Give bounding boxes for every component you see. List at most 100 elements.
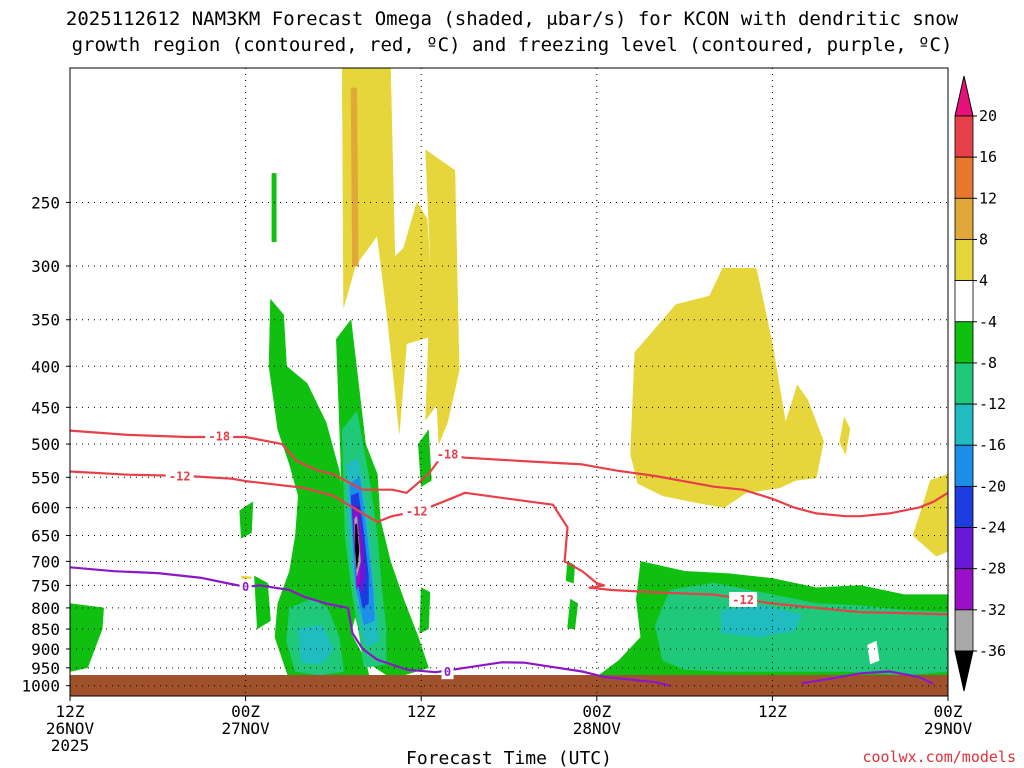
credit-text: coolwx.com/models bbox=[862, 748, 1016, 766]
colorbar-bin bbox=[954, 362, 974, 405]
y-tick-label: 650 bbox=[31, 527, 60, 546]
colorbar-label: 4 bbox=[979, 272, 988, 290]
colorbar-bin bbox=[954, 280, 974, 323]
chart-title-line1: 2025112612 NAM3KM Forecast Omega (shaded… bbox=[66, 8, 959, 30]
colorbar-bin bbox=[954, 403, 974, 446]
omega-region-2 bbox=[630, 268, 824, 508]
colorbar-bin bbox=[954, 444, 974, 487]
colorbar-bottom-arrow bbox=[954, 650, 974, 692]
omega-region-4 bbox=[912, 473, 948, 557]
contour-label-bg bbox=[441, 664, 454, 680]
omega-region-30 bbox=[867, 640, 880, 665]
freezing-level-line bbox=[70, 566, 671, 687]
y-tick-label: 500 bbox=[31, 435, 60, 454]
colorbar-top-arrow bbox=[954, 75, 974, 117]
omega-shading-layer bbox=[70, 68, 948, 686]
omega-region-12 bbox=[567, 598, 579, 630]
y-tick-label: 900 bbox=[31, 640, 60, 659]
y-tick-label: 300 bbox=[31, 257, 60, 276]
colorbar-label: -32 bbox=[979, 601, 1006, 619]
contour-label: 0 bbox=[444, 665, 451, 679]
colorbar-label: 20 bbox=[979, 107, 997, 125]
colorbar-label: -12 bbox=[979, 395, 1006, 413]
colorbar-bin bbox=[954, 609, 974, 652]
colorbar-label: -20 bbox=[979, 477, 1006, 495]
x-tick-label: 12Z bbox=[407, 702, 436, 721]
colorbar-label: 8 bbox=[979, 230, 988, 248]
omega-region-16 bbox=[271, 173, 277, 243]
omega-region-23 bbox=[720, 605, 803, 638]
colorbar-bin bbox=[954, 321, 974, 364]
x-tick-label: 26NOV bbox=[46, 719, 95, 738]
contour-label: -12 bbox=[169, 470, 191, 484]
freezing-level-east-line bbox=[801, 670, 934, 685]
plot-frame bbox=[69, 67, 949, 697]
y-tick-label: 1000 bbox=[21, 677, 60, 696]
omega-region-9 bbox=[70, 603, 104, 672]
y-tick-label: 250 bbox=[31, 193, 60, 212]
colorbar-label: 12 bbox=[979, 189, 997, 207]
colorbar: 20 16 12 8 4 -4 -8 -12 -16 -20 -24 -28 -32 -36 bbox=[954, 75, 1006, 692]
colorbar-bin bbox=[954, 568, 974, 611]
x-tick-label: 00Z bbox=[934, 702, 963, 721]
x-tick-label: 29NOV bbox=[924, 719, 973, 738]
omega-region-3 bbox=[839, 416, 851, 456]
colorbar-bin bbox=[954, 485, 974, 528]
contour-label: -12 bbox=[406, 505, 428, 519]
colorbar-label: 16 bbox=[979, 148, 997, 166]
y-axis: 2503003504004505005506006507007508008509… bbox=[21, 193, 70, 696]
colorbar-label: -4 bbox=[979, 313, 997, 331]
y-tick-label: 800 bbox=[31, 599, 60, 618]
x-tick-label: 12Z bbox=[56, 702, 85, 721]
y-tick-label: 350 bbox=[31, 311, 60, 330]
x-tick-label: 12Z bbox=[758, 702, 787, 721]
x-tick-label: 00Z bbox=[582, 702, 611, 721]
contour-label-bg bbox=[729, 591, 758, 607]
omega-region-29 bbox=[355, 523, 360, 569]
omega-region-21 bbox=[298, 624, 334, 665]
minus-18-line bbox=[70, 429, 948, 518]
omega-region-11 bbox=[419, 587, 431, 634]
colorbar-label: -24 bbox=[979, 519, 1006, 537]
y-tick-label: 600 bbox=[31, 499, 60, 518]
colorbar-bin bbox=[954, 527, 974, 570]
x-tick-label: 27NOV bbox=[222, 719, 271, 738]
y-tick-label: 400 bbox=[31, 357, 60, 376]
colorbar-label: -28 bbox=[979, 560, 1006, 578]
contour-label: -12 bbox=[732, 593, 754, 607]
x-tick-label: 00Z bbox=[231, 702, 260, 721]
contour-label: -18 bbox=[208, 429, 230, 443]
contour-label-bg bbox=[239, 578, 252, 594]
contour-label-bg bbox=[433, 446, 462, 462]
colorbar-bin bbox=[954, 115, 974, 158]
contour-label: -18 bbox=[437, 447, 459, 461]
x-tick-label: 28NOV bbox=[573, 719, 622, 738]
y-tick-label: 750 bbox=[31, 576, 60, 595]
contour-label-bg bbox=[165, 468, 194, 484]
omega-region-6 bbox=[350, 87, 359, 267]
omega-region-15 bbox=[418, 429, 432, 488]
y-tick-label: 700 bbox=[31, 552, 60, 571]
x-axis-label: Forecast Time (UTC) bbox=[406, 748, 612, 768]
omega-region-1 bbox=[425, 149, 460, 445]
x-tick-label: 2025 bbox=[51, 736, 90, 755]
contour-label: 0 bbox=[242, 580, 249, 594]
chart-title-line2: growth region (contoured, red, ºC) and f… bbox=[72, 34, 953, 56]
y-tick-label: 850 bbox=[31, 620, 60, 639]
colorbar-bin bbox=[954, 156, 974, 199]
omega-region-14 bbox=[239, 501, 254, 539]
gridlines bbox=[69, 68, 948, 696]
colorbar-bin bbox=[954, 197, 974, 240]
y-tick-label: 550 bbox=[31, 468, 60, 487]
colorbar-label: -8 bbox=[979, 354, 997, 372]
colorbar-label: -16 bbox=[979, 436, 1006, 454]
y-tick-label: 450 bbox=[31, 398, 60, 417]
omega-region-0 bbox=[341, 68, 442, 434]
y-tick-label: 950 bbox=[31, 659, 60, 678]
contour-label-bg bbox=[205, 428, 234, 444]
colorbar-label: -36 bbox=[979, 642, 1006, 660]
omega-region-10 bbox=[254, 575, 271, 630]
contour-label-bg bbox=[402, 503, 431, 519]
